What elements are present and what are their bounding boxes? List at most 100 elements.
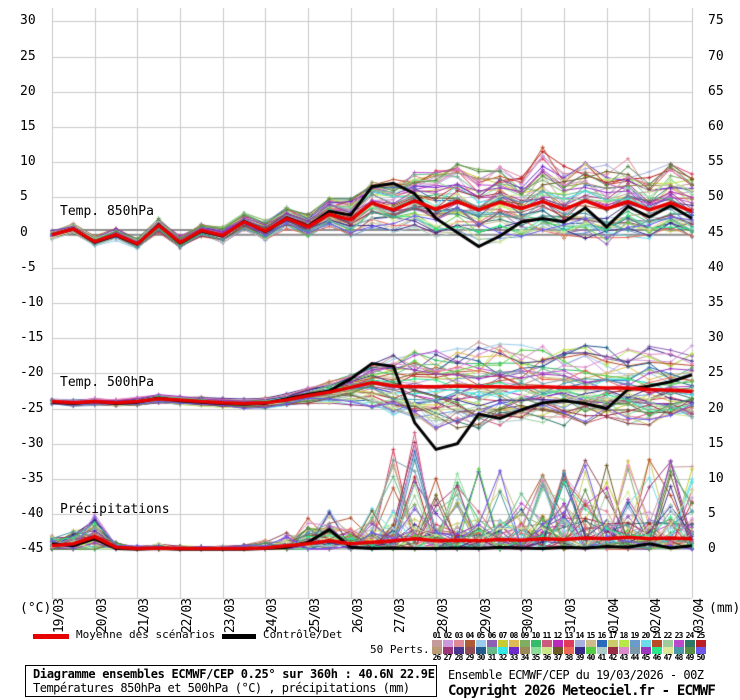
member-number-top: 22 (663, 631, 673, 640)
member-color-swatch (574, 647, 585, 654)
member-number-bottom: 26 (432, 653, 442, 662)
member-color-swatch (442, 647, 453, 654)
member-color-swatch (607, 640, 618, 647)
y-axis-tick-right: 45 (708, 224, 724, 240)
run-info: Ensemble ECMWF/CEP du 19/03/2026 - 00Z (448, 668, 704, 682)
y-axis-tick-left: 30 (20, 13, 36, 29)
member-column: 14 39 (574, 632, 585, 662)
member-color-swatch (453, 647, 464, 654)
legend-mean-line-swatch (33, 634, 69, 639)
y-axis-tick-right: 55 (708, 154, 724, 170)
member-number-bottom: 48 (674, 653, 684, 662)
member-color-swatch (541, 640, 552, 647)
member-color-swatch (596, 640, 607, 647)
member-number-top: 17 (608, 631, 618, 640)
member-number-top: 23 (674, 631, 684, 640)
y-axis-tick-left: -5 (20, 259, 36, 275)
member-color-swatch (618, 647, 629, 654)
diagram-title: Diagramme ensembles ECMWF/CEP 0.25° sur … (33, 667, 435, 681)
member-number-bottom: 43 (619, 653, 629, 662)
member-number-top: 07 (498, 631, 508, 640)
member-number-bottom: 38 (564, 653, 574, 662)
member-color-swatch (585, 640, 596, 647)
perts-count-label: 50 Perts. (370, 643, 430, 656)
y-axis-tick-right: 35 (708, 294, 724, 310)
member-number-bottom: 42 (608, 653, 618, 662)
member-number-top: 19 (630, 631, 640, 640)
member-column: 17 42 (607, 632, 618, 662)
member-column: 24 49 (684, 632, 695, 662)
member-column: 15 40 (585, 632, 596, 662)
member-column: 06 31 (486, 632, 497, 662)
member-color-swatch (530, 640, 541, 647)
legend-control-label: Contrôle/Det (263, 628, 343, 641)
copyright-text: Copyright 2026 Meteociel.fr - ECMWF (448, 683, 716, 699)
member-color-swatch (431, 647, 442, 654)
member-color-swatch (673, 640, 684, 647)
y-axis-tick-right: 50 (708, 189, 724, 205)
member-color-swatch (684, 640, 695, 647)
member-color-swatch (684, 647, 695, 654)
member-column: 09 34 (519, 632, 530, 662)
member-number-top: 20 (641, 631, 651, 640)
y-axis-tick-right: 15 (708, 435, 724, 451)
member-number-bottom: 37 (553, 653, 563, 662)
y-axis-tick-right: 25 (708, 365, 724, 381)
members-color-strip: 01 26 02 27 03 28 04 29 05 30 06 31 07 32 08 33 09 34 10 35… (431, 632, 706, 662)
member-color-swatch (640, 647, 651, 654)
member-number-top: 08 (509, 631, 519, 640)
x-axis-tick-date: 23/03 (222, 599, 238, 634)
y-axis-tick-right: 5 (708, 506, 716, 522)
member-color-swatch (563, 647, 574, 654)
member-column: 18 43 (618, 632, 629, 662)
y-axis-tick-left: -45 (20, 541, 44, 557)
member-color-swatch (673, 647, 684, 654)
y-axis-tick-left: 0 (20, 224, 28, 240)
member-number-top: 02 (443, 631, 453, 640)
member-number-bottom: 32 (498, 653, 508, 662)
member-number-top: 12 (553, 631, 563, 640)
x-axis-tick-date: 01/04 (606, 599, 622, 634)
member-column: 04 29 (464, 632, 475, 662)
x-axis-tick-date: 03/04 (692, 599, 707, 634)
member-column: 10 35 (530, 632, 541, 662)
member-color-swatch (629, 640, 640, 647)
y-axis-tick-right: 70 (708, 48, 724, 64)
member-number-bottom: 40 (586, 653, 596, 662)
member-color-swatch (519, 640, 530, 647)
member-number-bottom: 41 (597, 653, 607, 662)
x-axis-tick-date: 02/04 (649, 599, 665, 634)
member-number-bottom: 30 (476, 653, 486, 662)
y-axis-tick-left: 5 (20, 189, 28, 205)
right-axis-unit-label: (mm) (709, 601, 740, 616)
member-number-top: 03 (454, 631, 464, 640)
y-axis-tick-right: 30 (708, 330, 724, 346)
member-color-swatch (629, 647, 640, 654)
member-column: 19 44 (629, 632, 640, 662)
member-color-swatch (508, 640, 519, 647)
member-color-swatch (464, 647, 475, 654)
member-number-top: 21 (652, 631, 662, 640)
left-axis-unit-label: (°C) (20, 601, 52, 616)
member-color-swatch (585, 647, 596, 654)
member-color-swatch (508, 647, 519, 654)
member-color-swatch (431, 640, 442, 647)
y-axis-tick-left: -40 (20, 506, 44, 522)
member-number-bottom: 50 (696, 653, 706, 662)
member-color-swatch (475, 647, 486, 654)
legend-control-line-swatch (222, 634, 256, 639)
member-number-bottom: 35 (531, 653, 541, 662)
diagram-title-box: Diagramme ensembles ECMWF/CEP 0.25° sur … (25, 665, 437, 697)
member-column: 21 46 (651, 632, 662, 662)
member-color-swatch (596, 647, 607, 654)
member-number-top: 14 (575, 631, 585, 640)
member-number-bottom: 31 (487, 653, 497, 662)
y-axis-tick-left: -15 (20, 330, 44, 346)
y-axis-tick-left: 10 (20, 154, 36, 170)
member-number-bottom: 36 (542, 653, 552, 662)
y-axis-tick-left: -25 (20, 400, 44, 416)
member-color-swatch (541, 647, 552, 654)
member-column: 11 36 (541, 632, 552, 662)
